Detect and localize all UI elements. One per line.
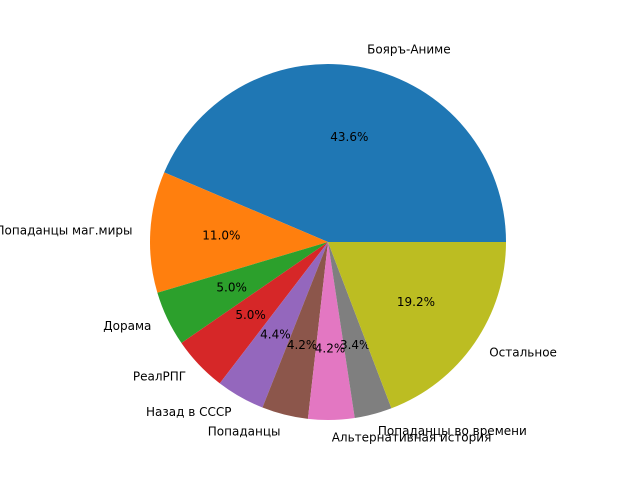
value-label: 11.0% xyxy=(202,228,240,242)
pie-slice xyxy=(157,242,328,343)
pie-slice xyxy=(219,242,328,408)
value-label: 4.4% xyxy=(260,327,291,341)
slice-label: Бояръ-Аниме xyxy=(367,43,451,57)
pie-slice xyxy=(307,242,355,420)
value-label: 5.0% xyxy=(235,308,266,322)
slice-label: Попаданцы во времени xyxy=(378,424,527,438)
value-label: 4.2% xyxy=(287,338,318,352)
value-label: 5.0% xyxy=(216,281,247,295)
value-label: 4.2% xyxy=(315,341,346,355)
value-label: 19.2% xyxy=(397,295,435,309)
pie-slice xyxy=(328,242,506,409)
pie-slice xyxy=(262,242,328,419)
slice-label: Попаданцы xyxy=(208,424,281,438)
pie-slice xyxy=(164,63,506,243)
slice-label: Альтернативная история xyxy=(332,430,492,444)
pie-slice xyxy=(328,242,392,418)
pie-slice xyxy=(181,242,328,384)
slice-label: Дорама xyxy=(103,319,151,333)
slice-label: Назад в СССР xyxy=(146,405,231,419)
slice-label: РеалРПГ xyxy=(133,369,186,383)
pie-slice xyxy=(150,172,328,293)
value-label: 43.6% xyxy=(330,130,368,144)
slice-label: Остальное xyxy=(489,346,557,360)
value-label: 3.4% xyxy=(340,338,371,352)
slice-label: Попаданцы маг.миры xyxy=(0,223,133,237)
